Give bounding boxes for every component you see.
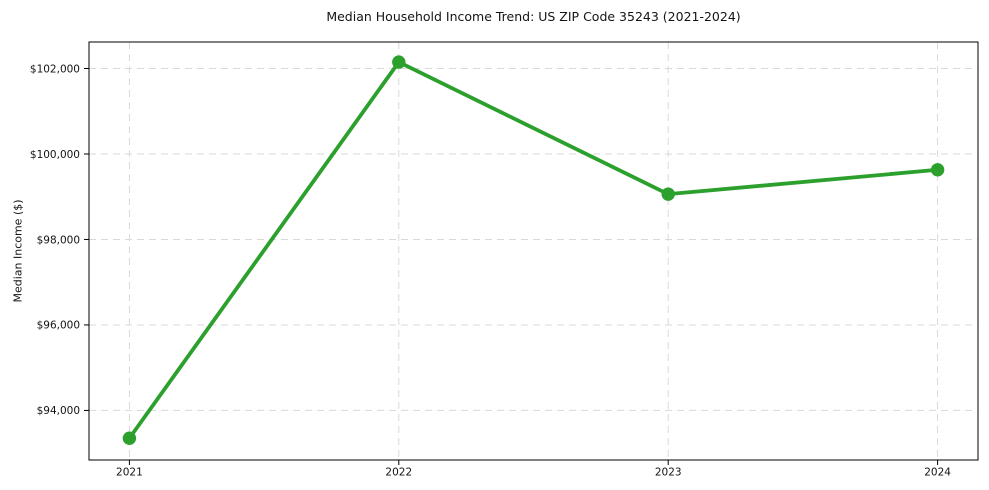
tick-labels-layer: $94,000 $96,000 $98,000 $100,000 $102,000 202… [30, 63, 951, 478]
x-tick-label: 2023 [655, 467, 682, 479]
y-tick-label: $100,000 [30, 149, 80, 161]
chart-title: Median Household Income Trend: US ZIP Co… [326, 9, 740, 24]
y-tick-label: $96,000 [37, 320, 80, 332]
grid-layer [89, 42, 978, 460]
tick-marks-layer [84, 67, 939, 465]
series-layer [122, 55, 945, 445]
x-tick-label: 2021 [116, 467, 143, 479]
y-axis-label: Median Income ($) [12, 199, 25, 302]
data-point-2022 [392, 55, 406, 69]
data-point-2023 [661, 187, 675, 201]
data-point-2024 [930, 163, 945, 177]
x-tick-label: 2024 [924, 467, 951, 479]
x-tick-label: 2022 [385, 467, 412, 479]
data-point-2021 [122, 431, 137, 445]
y-tick-label: $98,000 [37, 234, 80, 246]
y-tick-label: $102,000 [30, 63, 80, 75]
y-tick-label: $94,000 [37, 405, 80, 417]
trend-line [127, 60, 940, 441]
plot-frame [88, 41, 979, 461]
